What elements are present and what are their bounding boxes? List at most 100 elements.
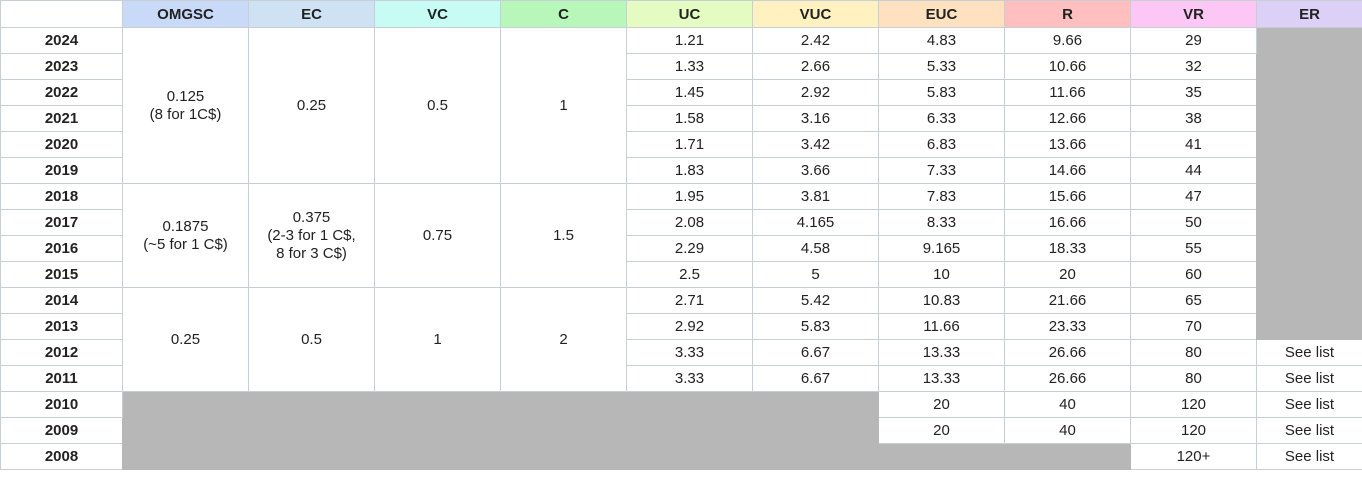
cell-vuc[interactable]: 2.92	[752, 79, 879, 106]
cell-euc[interactable]: 20	[878, 391, 1005, 418]
row-header-year[interactable]: 2011	[0, 365, 123, 392]
cell-uc[interactable]: 1.45	[626, 79, 753, 106]
row-header-year[interactable]: 2018	[0, 183, 123, 210]
col-header-euc[interactable]: EUC	[878, 0, 1005, 28]
cell-euc[interactable]: 7.83	[878, 183, 1005, 210]
cell-vuc[interactable]: 3.16	[752, 105, 879, 132]
col-header-ec[interactable]: EC	[248, 0, 375, 28]
cell-euc[interactable]: 13.33	[878, 365, 1005, 392]
cell-euc[interactable]: 5.83	[878, 79, 1005, 106]
row-header-year[interactable]: 2008	[0, 443, 123, 470]
cell-vr[interactable]: 47	[1130, 183, 1257, 210]
cell-vr[interactable]: 80	[1130, 365, 1257, 392]
cell-vr[interactable]: 65	[1130, 287, 1257, 314]
cell-euc[interactable]: 8.33	[878, 209, 1005, 236]
cell-vuc[interactable]: 2.42	[752, 27, 879, 54]
row-header-year[interactable]: 2013	[0, 313, 123, 340]
cell-vr[interactable]: 44	[1130, 157, 1257, 184]
col-header-vr[interactable]: VR	[1130, 0, 1257, 28]
cell-omgsc-group[interactable]: 0.1875 (~5 for 1 C$)	[122, 183, 249, 288]
cell-vuc[interactable]: 6.67	[752, 339, 879, 366]
cell-vc-group[interactable]: 0.75	[374, 183, 501, 288]
row-header-year[interactable]: 2016	[0, 235, 123, 262]
cell-uc[interactable]: 2.29	[626, 235, 753, 262]
cell-vr[interactable]: 50	[1130, 209, 1257, 236]
cell-uc[interactable]: 1.58	[626, 105, 753, 132]
cell-er[interactable]: See list	[1256, 339, 1362, 366]
cell-vuc[interactable]: 3.42	[752, 131, 879, 158]
cell-vuc[interactable]: 6.67	[752, 365, 879, 392]
cell-r[interactable]: 21.66	[1004, 287, 1131, 314]
cell-euc[interactable]: 10	[878, 261, 1005, 288]
cell-uc[interactable]: 2.08	[626, 209, 753, 236]
cell-er[interactable]: See list	[1256, 365, 1362, 392]
cell-vuc[interactable]: 2.66	[752, 53, 879, 80]
cell-uc[interactable]: 2.92	[626, 313, 753, 340]
cell-vr[interactable]: 32	[1130, 53, 1257, 80]
cell-r[interactable]: 26.66	[1004, 339, 1131, 366]
cell-vr[interactable]: 120	[1130, 391, 1257, 418]
cell-euc[interactable]: 7.33	[878, 157, 1005, 184]
cell-vc-group[interactable]: 1	[374, 287, 501, 392]
cell-vuc[interactable]: 4.165	[752, 209, 879, 236]
cell-r[interactable]: 26.66	[1004, 365, 1131, 392]
row-header-year[interactable]: 2023	[0, 53, 123, 80]
cell-r[interactable]: 13.66	[1004, 131, 1131, 158]
col-header-uc[interactable]: UC	[626, 0, 753, 28]
cell-omgsc-group[interactable]: 0.125 (8 for 1C$)	[122, 27, 249, 184]
cell-euc[interactable]: 4.83	[878, 27, 1005, 54]
cell-r[interactable]: 16.66	[1004, 209, 1131, 236]
cell-vr[interactable]: 60	[1130, 261, 1257, 288]
cell-r[interactable]: 11.66	[1004, 79, 1131, 106]
cell-euc[interactable]: 10.83	[878, 287, 1005, 314]
cell-vr[interactable]: 120	[1130, 417, 1257, 444]
cell-r[interactable]: 23.33	[1004, 313, 1131, 340]
cell-euc[interactable]: 5.33	[878, 53, 1005, 80]
cell-vr[interactable]: 80	[1130, 339, 1257, 366]
cell-r[interactable]: 40	[1004, 391, 1131, 418]
cell-uc[interactable]: 1.71	[626, 131, 753, 158]
cell-r[interactable]: 9.66	[1004, 27, 1131, 54]
row-header-year[interactable]: 2022	[0, 79, 123, 106]
cell-r[interactable]: 15.66	[1004, 183, 1131, 210]
col-header-omgsc[interactable]: OMGSC	[122, 0, 249, 28]
cell-r[interactable]: 14.66	[1004, 157, 1131, 184]
cell-c-group[interactable]: 1.5	[500, 183, 627, 288]
cell-vr[interactable]: 55	[1130, 235, 1257, 262]
col-header-er[interactable]: ER	[1256, 0, 1362, 28]
cell-vc-group[interactable]: 0.5	[374, 27, 501, 184]
cell-euc[interactable]: 9.165	[878, 235, 1005, 262]
cell-c-group[interactable]: 1	[500, 27, 627, 184]
cell-uc[interactable]: 1.95	[626, 183, 753, 210]
cell-r[interactable]: 20	[1004, 261, 1131, 288]
cell-vr[interactable]: 35	[1130, 79, 1257, 106]
cell-uc[interactable]: 1.83	[626, 157, 753, 184]
row-header-year[interactable]: 2019	[0, 157, 123, 184]
cell-vuc[interactable]: 5	[752, 261, 879, 288]
cell-vr[interactable]: 120+	[1130, 443, 1257, 470]
row-header-year[interactable]: 2020	[0, 131, 123, 158]
cell-vr[interactable]: 41	[1130, 131, 1257, 158]
cell-euc[interactable]: 11.66	[878, 313, 1005, 340]
cell-uc[interactable]: 2.5	[626, 261, 753, 288]
row-header-year[interactable]: 2010	[0, 391, 123, 418]
corner-cell[interactable]	[0, 0, 123, 28]
cell-uc[interactable]: 2.71	[626, 287, 753, 314]
cell-er[interactable]: See list	[1256, 443, 1362, 470]
cell-r[interactable]: 40	[1004, 417, 1131, 444]
row-header-year[interactable]: 2012	[0, 339, 123, 366]
cell-uc[interactable]: 3.33	[626, 339, 753, 366]
cell-euc[interactable]: 6.33	[878, 105, 1005, 132]
cell-vuc[interactable]: 3.81	[752, 183, 879, 210]
cell-uc[interactable]: 1.33	[626, 53, 753, 80]
cell-vuc[interactable]: 4.58	[752, 235, 879, 262]
cell-vr[interactable]: 70	[1130, 313, 1257, 340]
cell-euc[interactable]: 13.33	[878, 339, 1005, 366]
col-header-vuc[interactable]: VUC	[752, 0, 879, 28]
cell-euc[interactable]: 20	[878, 417, 1005, 444]
row-header-year[interactable]: 2024	[0, 27, 123, 54]
cell-r[interactable]: 12.66	[1004, 105, 1131, 132]
cell-vuc[interactable]: 3.66	[752, 157, 879, 184]
row-header-year[interactable]: 2015	[0, 261, 123, 288]
cell-ec-group[interactable]: 0.375 (2-3 for 1 C$, 8 for 3 C$)	[248, 183, 375, 288]
